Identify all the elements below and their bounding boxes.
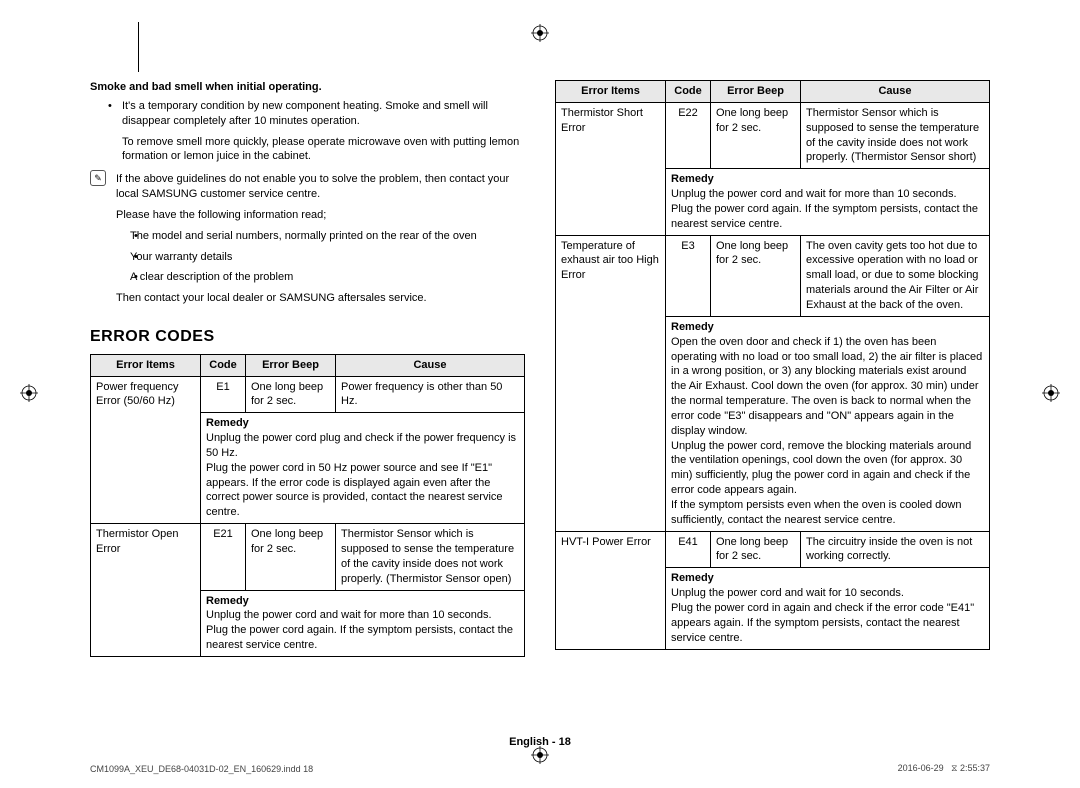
- cell-error-item: Power frequency Error (50/60 Hz): [91, 376, 201, 524]
- table-row: HVT-I Power ErrorE41One long beep for 2 …: [556, 531, 990, 568]
- cell-code: E21: [201, 524, 246, 590]
- table-head: Error Items Code Error Beep Cause: [556, 81, 990, 103]
- remedy-text: Unplug the power cord and wait for 10 se…: [671, 586, 984, 645]
- page-footer-center: English - 18: [0, 736, 1080, 748]
- error-table-right: Error Items Code Error Beep Cause Thermi…: [555, 80, 990, 650]
- intro-bullet-1: It's a temporary condition by new compon…: [90, 99, 525, 129]
- remedy-text: Unplug the power cord and wait for more …: [206, 608, 519, 653]
- error-table-left: Error Items Code Error Beep Cause Power …: [90, 354, 525, 657]
- intro-subhead: Smoke and bad smell when initial operati…: [90, 80, 525, 95]
- table-row: Power frequency Error (50/60 Hz)E1One lo…: [91, 376, 525, 413]
- table-body-left: Power frequency Error (50/60 Hz)E1One lo…: [91, 376, 525, 656]
- page-footer-right: 2016-06-29 ⧖ 2:55:37: [898, 763, 990, 774]
- remedy-text: Open the oven door and check if 1) the o…: [671, 335, 984, 528]
- th-code: Code: [201, 354, 246, 376]
- intro-bullet-1b: To remove smell more quickly, please ope…: [90, 135, 525, 165]
- cell-cause: The oven cavity gets too hot due to exce…: [801, 235, 990, 316]
- footer-date: 2016-06-29: [898, 763, 944, 773]
- cell-beep: One long beep for 2 sec.: [246, 524, 336, 590]
- cell-remedy: RemedyUnplug the power cord and wait for…: [666, 169, 990, 235]
- cell-code: E41: [666, 531, 711, 568]
- remedy-label: Remedy: [671, 571, 984, 586]
- cell-beep: One long beep for 2 sec.: [711, 102, 801, 168]
- note-bullet-warranty: Your warranty details: [116, 250, 525, 265]
- note-line-2: Please have the following information re…: [116, 208, 525, 223]
- cell-error-item: Thermistor Open Error: [91, 524, 201, 657]
- page-footer-left: CM1099A_XEU_DE68-04031D-02_EN_160629.ind…: [90, 764, 313, 774]
- cell-cause: Power frequency is other than 50 Hz.: [336, 376, 525, 413]
- remedy-label: Remedy: [671, 320, 984, 335]
- th-cause: Cause: [801, 81, 990, 103]
- cell-remedy: RemedyOpen the oven door and check if 1)…: [666, 316, 990, 531]
- cell-remedy: RemedyUnplug the power cord plug and che…: [201, 413, 525, 524]
- clock-icon: ⧖: [951, 763, 957, 773]
- footer-time: 2:55:37: [960, 763, 990, 773]
- table-row: Temperature of exhaust air too High Erro…: [556, 235, 990, 316]
- trim-mark: [138, 22, 139, 72]
- registration-mark-top: [531, 24, 549, 42]
- note-text-wrap: If the above guidelines do not enable yo…: [116, 170, 525, 312]
- right-column: Error Items Code Error Beep Cause Thermi…: [555, 80, 990, 657]
- registration-mark-bottom: [531, 746, 549, 764]
- left-column: Smoke and bad smell when initial operati…: [90, 80, 525, 657]
- remedy-label: Remedy: [206, 416, 519, 431]
- remedy-label: Remedy: [671, 172, 984, 187]
- cell-cause: Thermistor Sensor which is supposed to s…: [336, 524, 525, 590]
- cell-code: E22: [666, 102, 711, 168]
- cell-remedy: RemedyUnplug the power cord and wait for…: [201, 590, 525, 656]
- remedy-text: Unplug the power cord and wait for more …: [671, 187, 984, 232]
- registration-mark-left: [20, 384, 38, 402]
- th-cause: Cause: [336, 354, 525, 376]
- th-code: Code: [666, 81, 711, 103]
- manual-page: Smoke and bad smell when initial operati…: [0, 0, 1080, 788]
- cell-cause: Thermistor Sensor which is supposed to s…: [801, 102, 990, 168]
- note-line-3: Then contact your local dealer or SAMSUN…: [116, 291, 525, 306]
- cell-error-item: Temperature of exhaust air too High Erro…: [556, 235, 666, 531]
- cell-beep: One long beep for 2 sec.: [246, 376, 336, 413]
- table-head: Error Items Code Error Beep Cause: [91, 354, 525, 376]
- registration-mark-right: [1042, 384, 1060, 402]
- th-items: Error Items: [556, 81, 666, 103]
- cell-code: E3: [666, 235, 711, 316]
- section-title: ERROR CODES: [90, 326, 525, 348]
- table-row: Thermistor Open ErrorE21One long beep fo…: [91, 524, 525, 590]
- cell-beep: One long beep for 2 sec.: [711, 531, 801, 568]
- cell-error-item: Thermistor Short Error: [556, 102, 666, 235]
- cell-cause: The circuitry inside the oven is not wor…: [801, 531, 990, 568]
- note-bullet-model: The model and serial numbers, normally p…: [116, 229, 525, 244]
- note-block: ✎ If the above guidelines do not enable …: [90, 170, 525, 312]
- cell-beep: One long beep for 2 sec.: [711, 235, 801, 316]
- content-columns: Smoke and bad smell when initial operati…: [90, 80, 990, 657]
- th-beep: Error Beep: [711, 81, 801, 103]
- note-bullet-description: A clear description of the problem: [116, 270, 525, 285]
- table-row: Thermistor Short ErrorE22One long beep f…: [556, 102, 990, 168]
- th-beep: Error Beep: [246, 354, 336, 376]
- note-icon: ✎: [90, 170, 106, 186]
- cell-remedy: RemedyUnplug the power cord and wait for…: [666, 568, 990, 649]
- remedy-text: Unplug the power cord plug and check if …: [206, 431, 519, 520]
- cell-code: E1: [201, 376, 246, 413]
- table-body-right: Thermistor Short ErrorE22One long beep f…: [556, 102, 990, 649]
- remedy-label: Remedy: [206, 594, 519, 609]
- note-line-1: If the above guidelines do not enable yo…: [116, 172, 525, 202]
- th-items: Error Items: [91, 354, 201, 376]
- cell-error-item: HVT-I Power Error: [556, 531, 666, 649]
